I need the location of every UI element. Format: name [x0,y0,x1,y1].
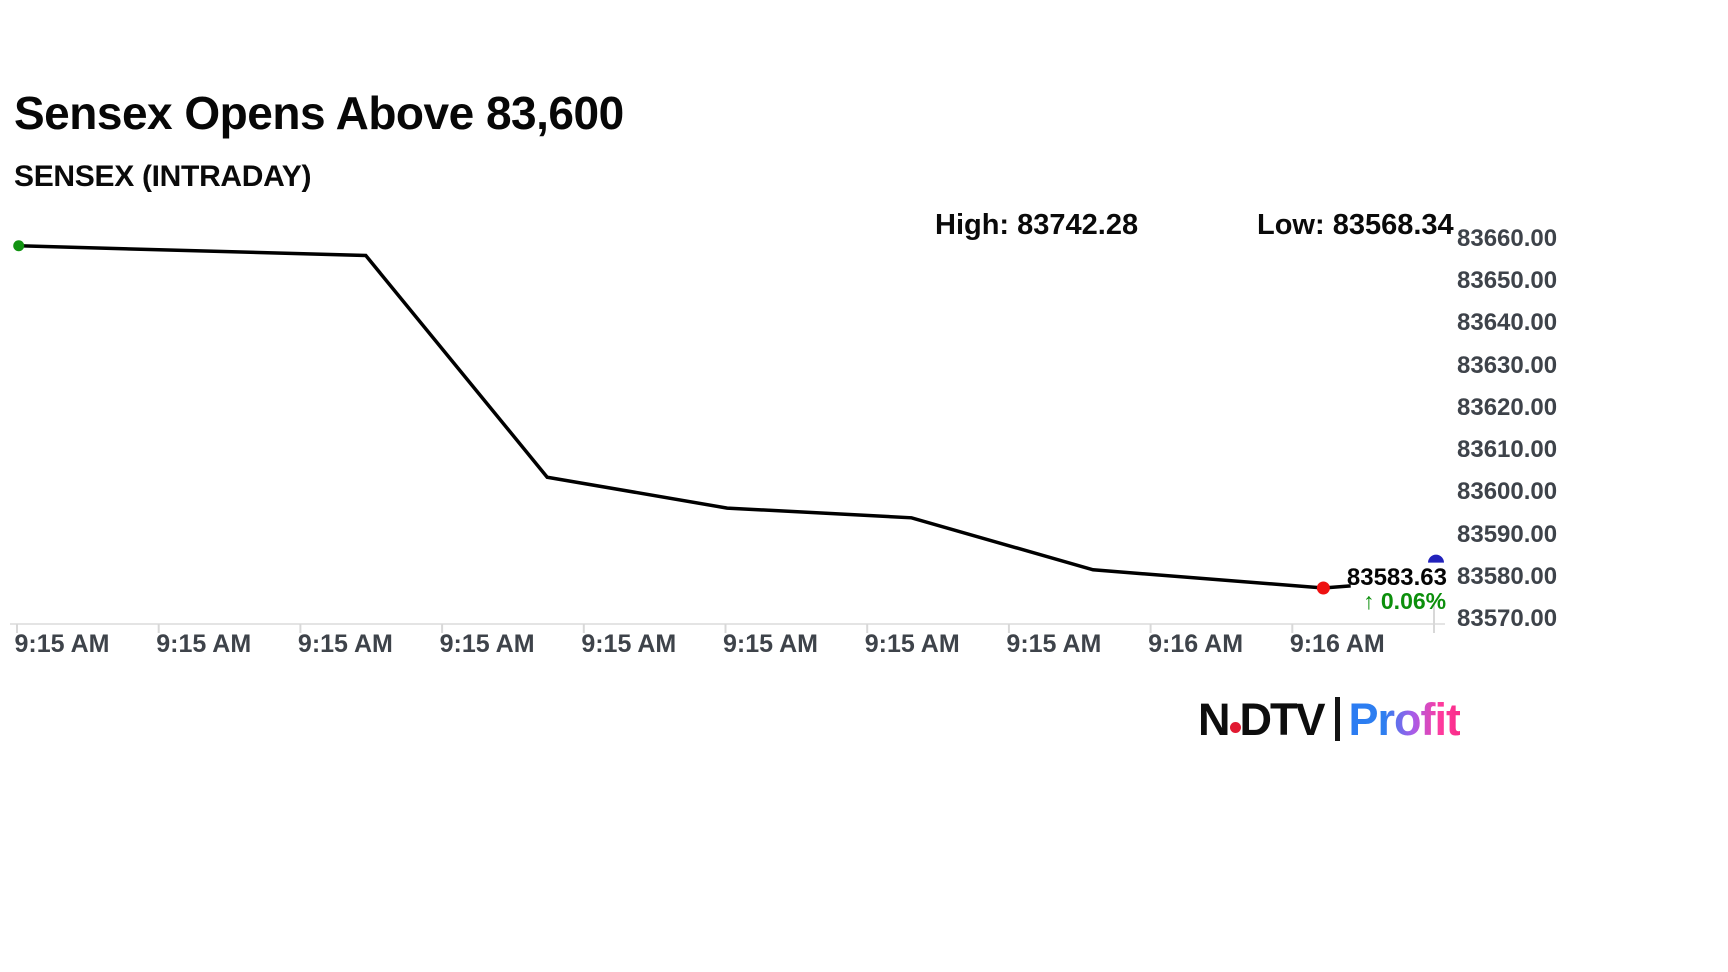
price-line [18,244,1351,590]
y-axis-label: 83660.00 [1457,224,1558,252]
x-axis-label: 9:16 AM [1289,630,1385,658]
x-axis-label: 9:15 AM [439,630,535,658]
chart-subtitle: SENSEX (INTRADAY) [14,160,312,193]
ndtv-profit-logo: N DTV Profit [1198,692,1461,746]
change-percent-label: ↑ 0.06% [1363,588,1447,614]
logo-divider [1334,697,1340,741]
x-axis-label: 9:15 AM [581,630,677,658]
y-axis-label: 83600.00 [1457,478,1558,506]
y-axis-label: 83620.00 [1457,393,1558,421]
x-axis-label: 9:15 AM [297,630,393,658]
series-end-dot [1316,581,1330,595]
x-axis-label: 9:15 AM [14,630,110,658]
series-start-dot [13,240,25,252]
high-value-label: High: 83742.28 [935,209,1139,241]
ndtv-red-dot-icon [1229,722,1241,734]
x-axis-label: 9:15 AM [1006,630,1102,658]
y-axis-label: 83610.00 [1457,436,1558,464]
y-axis-label: 83650.00 [1457,266,1558,294]
y-axis-label: 83590.00 [1457,520,1558,548]
x-axis-label: 9:16 AM [1148,630,1244,658]
x-axis-label: 9:15 AM [723,630,818,658]
ndtv-logo-text: N DTV [1198,693,1326,745]
profit-logo-text: Profit [1348,693,1461,745]
y-axis-label: 83580.00 [1457,563,1558,590]
y-axis-label: 83570.00 [1457,605,1558,633]
y-axis-label: 83630.00 [1457,351,1558,379]
x-axis-label: 9:15 AM [156,630,252,658]
x-axis-label: 9:15 AM [864,630,960,658]
axis-price-marker [1428,554,1444,563]
low-value-label: Low: 83568.34 [1257,209,1454,241]
last-price-label: 83583.63 [1346,564,1447,591]
y-axis-label: 83640.00 [1457,309,1558,337]
page-title: Sensex Opens Above 83,600 [14,87,624,139]
